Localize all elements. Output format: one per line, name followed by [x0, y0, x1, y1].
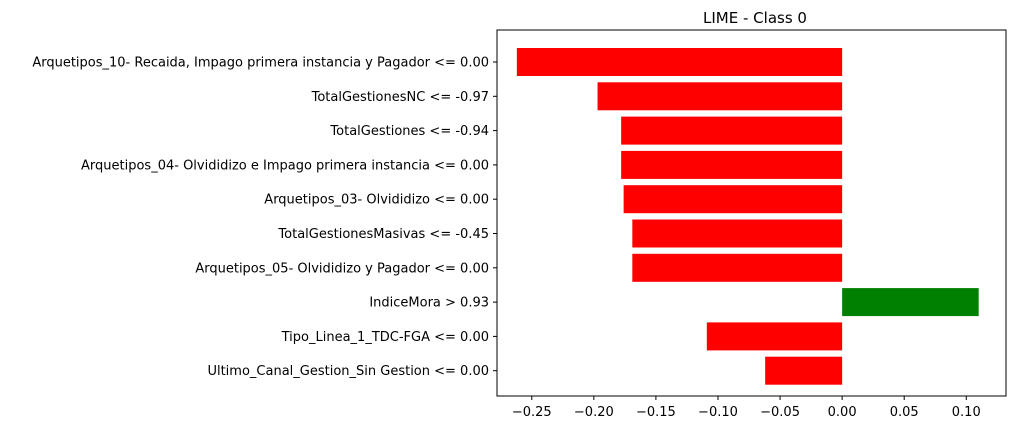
x-tick-label-5: 0.00 — [828, 405, 857, 420]
bar-3 — [621, 150, 843, 179]
y-tick-label-9: Ultimo_Canal_Gestion_Sin Gestion <= 0.00 — [207, 364, 489, 379]
x-ticks: −0.25 −0.20 −0.15 −0.10 −0.05 0.00 0.05 0.10 — [512, 396, 981, 420]
x-tick-label-4: −0.05 — [760, 405, 800, 420]
bar-1 — [597, 82, 843, 111]
bar-5 — [632, 219, 843, 248]
bar-2 — [621, 116, 843, 145]
y-tick-label-4: Arquetipos_03- Olvididizo <= 0.00 — [264, 193, 489, 208]
x-tick-label-7: 0.10 — [952, 405, 981, 420]
bar-6 — [632, 253, 843, 282]
y-tick-label-5: TotalGestionesMasivas <= -0.45 — [277, 227, 489, 242]
y-tick-label-2: TotalGestiones <= -0.94 — [329, 124, 489, 139]
x-tick-label-3: −0.10 — [698, 405, 738, 420]
y-tick-label-6: Arquetipos_05- Olvididizo y Pagador <= 0… — [195, 261, 489, 276]
y-tick-label-7: IndiceMora > 0.93 — [369, 296, 489, 311]
bar-8 — [706, 322, 843, 351]
bar-9 — [765, 356, 843, 385]
x-tick-label-1: −0.20 — [574, 405, 614, 420]
y-tick-label-8: Tipo_Linea_1_TDC-FGA <= 0.00 — [281, 330, 489, 345]
plot-frame — [496, 29, 1007, 397]
x-tick-label-2: −0.15 — [636, 405, 676, 420]
bars-group — [516, 48, 979, 385]
bar-4 — [623, 185, 843, 214]
y-tick-label-1: TotalGestionesNC <= -0.97 — [311, 90, 489, 105]
bar-7 — [842, 288, 979, 317]
chart-title: LIME - Class 0 — [703, 9, 807, 27]
bar-0 — [516, 48, 843, 76]
x-tick-label-0: −0.25 — [512, 405, 552, 420]
x-tick-label-6: 0.05 — [890, 405, 919, 420]
y-tick-label-3: Arquetipos_04- Olvididizo e Impago prime… — [81, 158, 489, 173]
y-tick-label-0: Arquetipos_10- Recaida, Impago primera i… — [32, 56, 489, 71]
y-tick-labels: Arquetipos_10- Recaida, Impago primera i… — [32, 56, 497, 379]
